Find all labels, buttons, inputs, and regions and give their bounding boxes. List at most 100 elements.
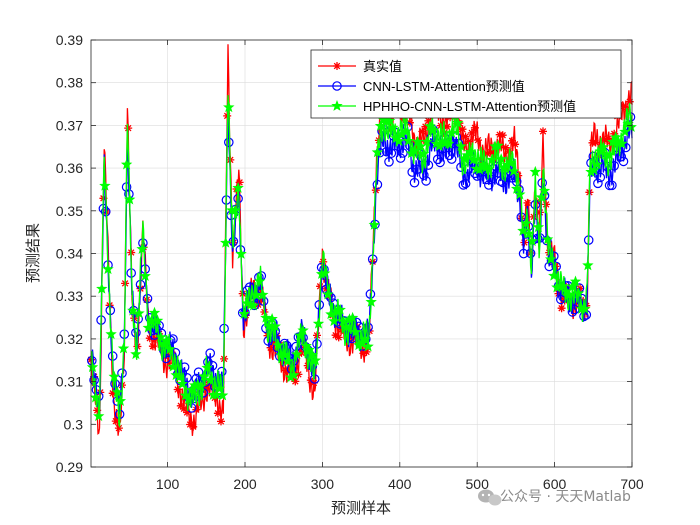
data-point bbox=[609, 161, 619, 171]
legend-label: CNN-LSTM-Attention预测值 bbox=[363, 79, 525, 94]
data-point bbox=[483, 163, 495, 175]
data-point bbox=[272, 339, 284, 351]
data-point bbox=[161, 334, 173, 346]
y-tick-label: 0.32 bbox=[56, 331, 83, 347]
data-point bbox=[114, 424, 123, 433]
data-point bbox=[229, 204, 241, 216]
data-point bbox=[86, 361, 99, 373]
data-point bbox=[607, 180, 617, 191]
data-point bbox=[145, 334, 154, 343]
data-point bbox=[582, 259, 594, 271]
data-point bbox=[446, 154, 457, 164]
data-point bbox=[535, 191, 548, 203]
data-point bbox=[257, 296, 266, 305]
data-point bbox=[294, 329, 306, 341]
data-point bbox=[306, 348, 319, 360]
data-point bbox=[442, 137, 455, 149]
data-point bbox=[117, 342, 130, 354]
data-point bbox=[142, 321, 154, 333]
data-point bbox=[518, 248, 529, 259]
data-point bbox=[530, 199, 541, 210]
data-point bbox=[402, 134, 414, 146]
data-point bbox=[340, 321, 353, 333]
data-point bbox=[266, 343, 275, 352]
data-point bbox=[526, 235, 538, 247]
data-point bbox=[365, 295, 377, 307]
data-point bbox=[563, 288, 575, 300]
data-point bbox=[319, 257, 328, 266]
x-tick-label: 300 bbox=[311, 476, 335, 492]
data-point bbox=[93, 410, 105, 422]
data-point bbox=[368, 218, 380, 230]
data-point bbox=[193, 367, 204, 377]
data-point bbox=[96, 282, 108, 294]
data-point bbox=[216, 389, 229, 401]
wechat-icon bbox=[478, 489, 502, 506]
data-point bbox=[427, 124, 439, 136]
data-point bbox=[399, 125, 411, 137]
data-point bbox=[545, 253, 557, 265]
data-point bbox=[371, 146, 384, 158]
data-point bbox=[213, 409, 222, 418]
data-point bbox=[182, 393, 195, 405]
data-point bbox=[542, 200, 551, 209]
data-point bbox=[334, 303, 346, 315]
data-point bbox=[481, 174, 492, 185]
data-point bbox=[409, 177, 420, 188]
data-point bbox=[269, 320, 281, 332]
data-point bbox=[576, 284, 585, 293]
data-point bbox=[173, 385, 182, 394]
data-point bbox=[486, 153, 498, 165]
data-point bbox=[455, 140, 467, 152]
data-point bbox=[398, 148, 408, 158]
data-point bbox=[374, 136, 383, 145]
legend-label: HPHHO-CNN-LSTM-Attention预测值 bbox=[363, 99, 576, 114]
data-point bbox=[291, 348, 303, 360]
data-point bbox=[618, 156, 629, 167]
data-point bbox=[111, 417, 120, 426]
data-point bbox=[483, 180, 494, 190]
data-point bbox=[232, 181, 244, 193]
data-point bbox=[114, 395, 127, 406]
data-point bbox=[386, 148, 397, 158]
legend-label: 真实值 bbox=[363, 59, 402, 74]
legend-marker bbox=[333, 62, 341, 70]
data-point bbox=[411, 164, 422, 175]
data-point bbox=[600, 136, 609, 145]
data-point bbox=[111, 386, 123, 398]
data-point bbox=[460, 178, 471, 189]
data-point bbox=[501, 143, 510, 152]
data-point bbox=[411, 135, 424, 147]
data-point bbox=[421, 176, 431, 186]
data-point bbox=[467, 153, 479, 165]
watermark-text: 公众号 · 天天Matlab bbox=[500, 489, 631, 505]
data-point bbox=[603, 148, 616, 160]
y-tick-label: 0.29 bbox=[56, 459, 83, 475]
data-point bbox=[319, 267, 331, 279]
x-tick-label: 700 bbox=[620, 476, 644, 492]
y-tick-label: 0.31 bbox=[56, 374, 83, 390]
data-point bbox=[588, 164, 600, 176]
data-point bbox=[504, 156, 517, 168]
data-point bbox=[508, 136, 516, 145]
data-point bbox=[432, 154, 443, 165]
data-point bbox=[220, 236, 232, 248]
data-point bbox=[569, 275, 582, 287]
data-point bbox=[538, 184, 551, 196]
data-point bbox=[477, 155, 486, 164]
data-point bbox=[523, 198, 532, 207]
data-point bbox=[124, 124, 133, 133]
x-tick-label: 500 bbox=[466, 476, 490, 492]
data-point bbox=[263, 319, 275, 331]
data-point bbox=[591, 158, 603, 170]
axis-ticks: 0.29 0.3 0.31 0.32 0.33 0.34 0.35 0.36 0.37 0.38 0… bbox=[56, 32, 644, 492]
data-point bbox=[514, 188, 526, 200]
data-point bbox=[309, 354, 322, 366]
data-point bbox=[591, 138, 600, 147]
data-point bbox=[288, 369, 300, 381]
data-point bbox=[579, 302, 591, 314]
data-point bbox=[492, 139, 504, 151]
data-point bbox=[579, 297, 588, 305]
data-point bbox=[458, 125, 467, 134]
